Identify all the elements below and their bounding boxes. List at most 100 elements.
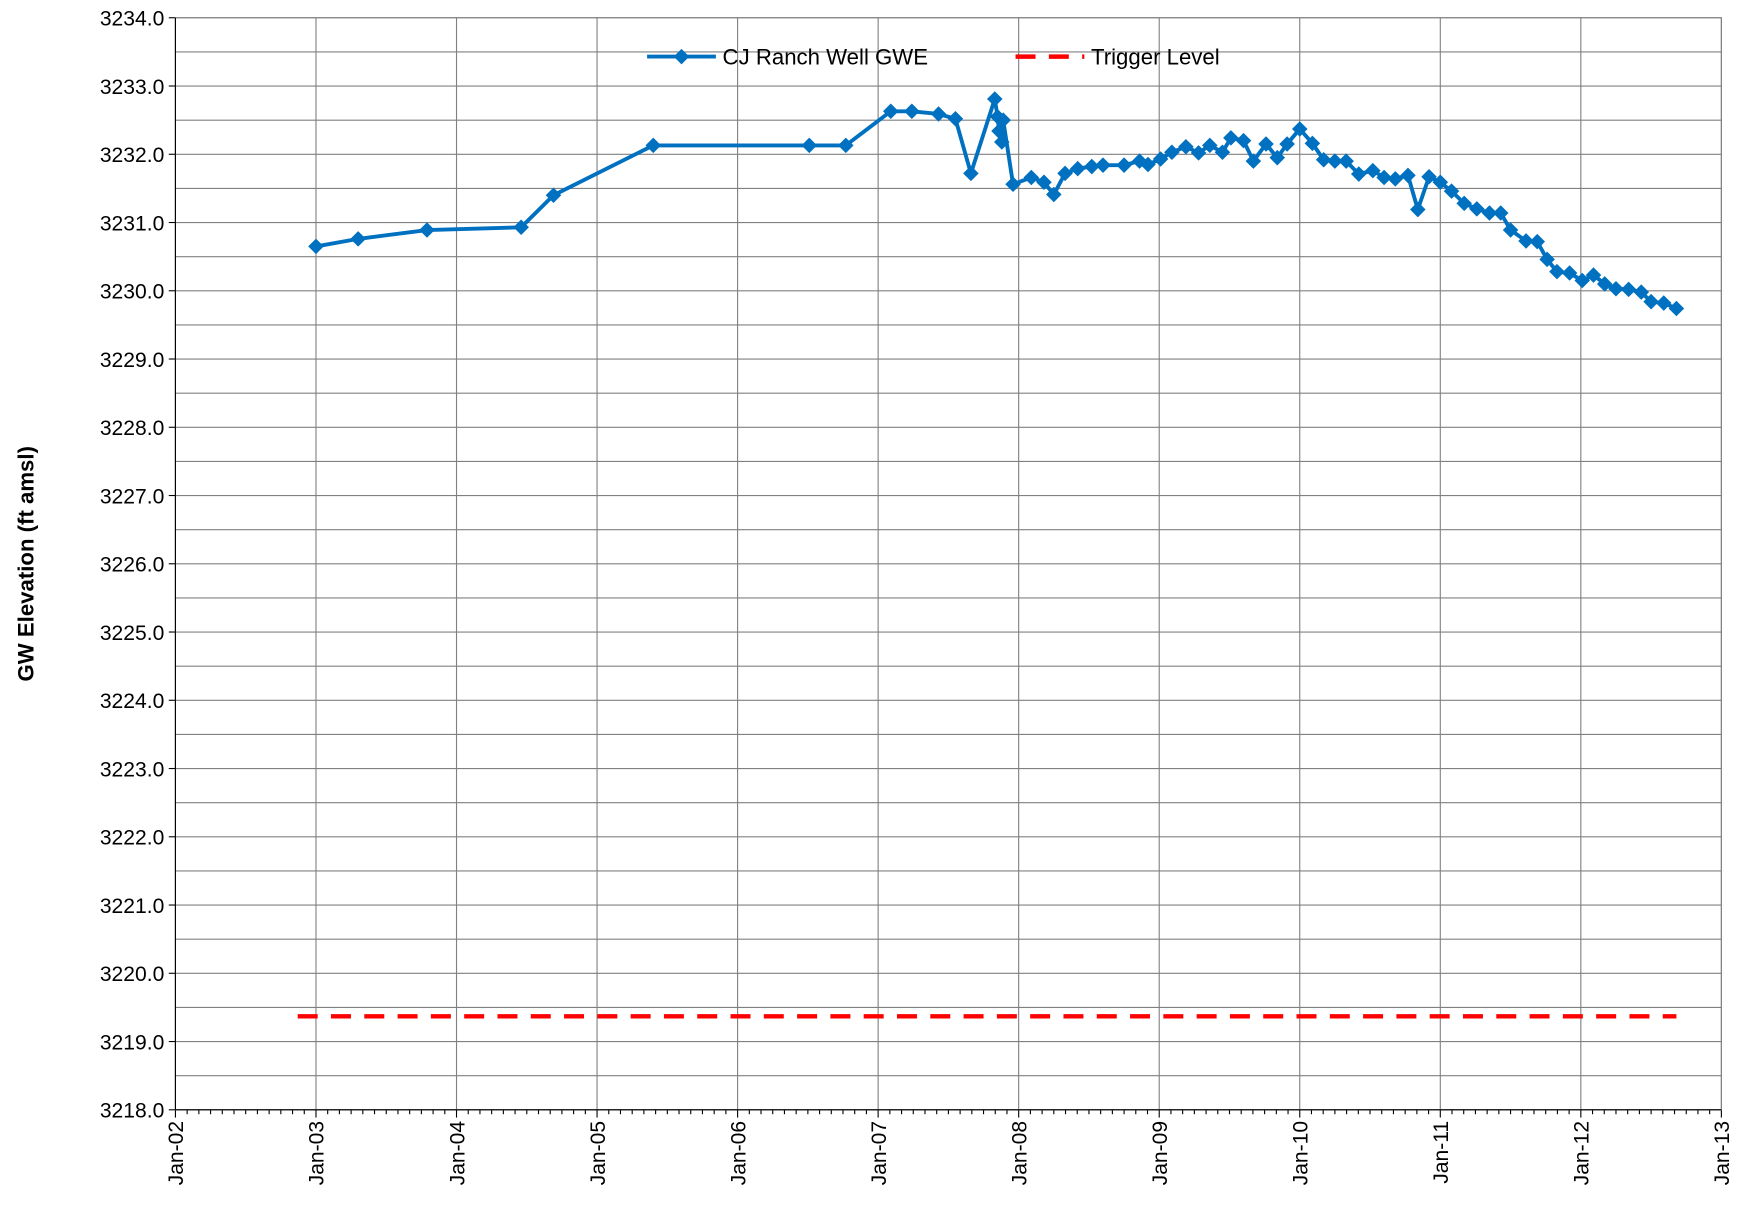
x-tick-label: Jan-13 — [1711, 1121, 1734, 1185]
data-point — [1083, 158, 1100, 175]
data-point — [1046, 186, 1062, 203]
data-point — [1005, 176, 1021, 193]
y-tick-label: 3227.0 — [100, 485, 164, 508]
y-axis-label: GW Elevation (ft amsl) — [13, 446, 38, 681]
data-point — [1190, 145, 1207, 161]
data-point — [1023, 169, 1040, 186]
data-point — [1574, 272, 1591, 289]
data-point — [1036, 174, 1052, 191]
data-point — [1338, 153, 1354, 169]
data-point — [1327, 153, 1343, 169]
y-tick-label: 3231.0 — [100, 212, 164, 235]
data-point — [1608, 280, 1624, 297]
x-tick-label: Jan-09 — [1149, 1121, 1172, 1185]
y-tick-label: 3229.0 — [100, 349, 164, 372]
y-tick-label: 3232.0 — [100, 144, 164, 167]
y-tick-label: 3226.0 — [100, 554, 164, 577]
data-point — [1214, 144, 1231, 160]
data-point — [1456, 195, 1472, 212]
y-tick-label: 3223.0 — [100, 758, 164, 781]
data-point — [1668, 300, 1685, 317]
data-point — [1223, 130, 1239, 146]
data-point — [1481, 205, 1498, 221]
data-point — [1069, 160, 1086, 177]
y-tick-label: 3233.0 — [100, 76, 164, 99]
data-point — [645, 137, 662, 154]
y-tick-label: 3219.0 — [100, 1031, 164, 1054]
legend-label: Trigger Level — [1091, 44, 1220, 69]
data-point — [1304, 135, 1321, 152]
data-point — [419, 222, 435, 238]
x-tick-label: Jan-03 — [306, 1121, 329, 1185]
data-point — [1258, 136, 1274, 152]
data-point — [1400, 167, 1416, 184]
y-tick-label: 3218.0 — [100, 1100, 164, 1123]
legend-marker — [673, 48, 690, 65]
data-point — [1518, 233, 1534, 249]
data-point — [963, 165, 979, 182]
y-tick-label: 3234.0 — [100, 8, 164, 31]
data-point — [994, 134, 1010, 150]
data-point — [1655, 295, 1672, 311]
y-tick-label: 3221.0 — [100, 895, 164, 918]
x-tick-label: Jan-07 — [868, 1121, 891, 1185]
data-point — [883, 103, 899, 120]
legend: CJ Ranch Well GWE Trigger Level — [647, 44, 1220, 69]
data-point — [1095, 157, 1111, 173]
data-point — [1164, 144, 1180, 160]
data-point — [1432, 174, 1449, 191]
x-tick-label: Jan-12 — [1571, 1121, 1594, 1185]
data-point — [987, 91, 1003, 107]
data-point — [801, 137, 818, 154]
data-point — [1539, 251, 1555, 268]
data-point — [1410, 201, 1426, 218]
data-point — [1492, 205, 1509, 221]
x-tick-label: Jan-10 — [1290, 1121, 1313, 1185]
data-point — [1351, 166, 1367, 182]
data-point — [1279, 136, 1295, 152]
x-tick-label: Jan-02 — [165, 1121, 188, 1185]
data-point — [1387, 171, 1404, 187]
data-point — [308, 238, 324, 255]
data-point — [1502, 222, 1519, 238]
y-tick-label: 3225.0 — [100, 622, 164, 645]
data-point — [1140, 156, 1156, 173]
x-tick-label: Jan-11 — [1430, 1121, 1453, 1184]
x-tick-label: Jan-04 — [446, 1121, 469, 1186]
data-point — [1620, 281, 1637, 298]
data-point — [1315, 151, 1332, 168]
data-point — [1365, 162, 1381, 179]
data-point — [1376, 169, 1392, 186]
x-tick-label: Jan-05 — [587, 1121, 610, 1185]
y-tick-label: 3222.0 — [100, 827, 164, 850]
data-point — [930, 106, 947, 122]
legend-label: CJ Ranch Well GWE — [723, 44, 928, 69]
y-tick-label: 3224.0 — [100, 690, 164, 713]
data-point — [1291, 121, 1308, 137]
data-point — [545, 187, 562, 203]
data-point — [838, 137, 854, 154]
data-point — [1529, 233, 1546, 250]
y-tick-label: 3220.0 — [100, 963, 164, 986]
data-point — [1245, 153, 1262, 169]
data-point — [350, 231, 366, 247]
data-point — [1202, 137, 1218, 154]
y-tick-label: 3228.0 — [100, 417, 164, 440]
x-tick-label: Jan-08 — [1008, 1121, 1031, 1185]
data-point — [904, 103, 920, 120]
data-point — [1178, 138, 1194, 155]
data-point — [1235, 132, 1252, 149]
data-point — [513, 219, 529, 236]
x-tick-label: Jan-06 — [727, 1121, 750, 1185]
data-point — [947, 111, 964, 127]
data-point — [1633, 284, 1650, 300]
data-point — [1561, 265, 1578, 281]
data-point — [1057, 165, 1073, 182]
data-point — [1443, 183, 1460, 199]
data-point — [1116, 157, 1132, 173]
y-tick-label: 3230.0 — [100, 281, 164, 304]
data-point — [1596, 276, 1613, 292]
data-point — [1421, 169, 1437, 185]
data-point — [1469, 201, 1485, 217]
